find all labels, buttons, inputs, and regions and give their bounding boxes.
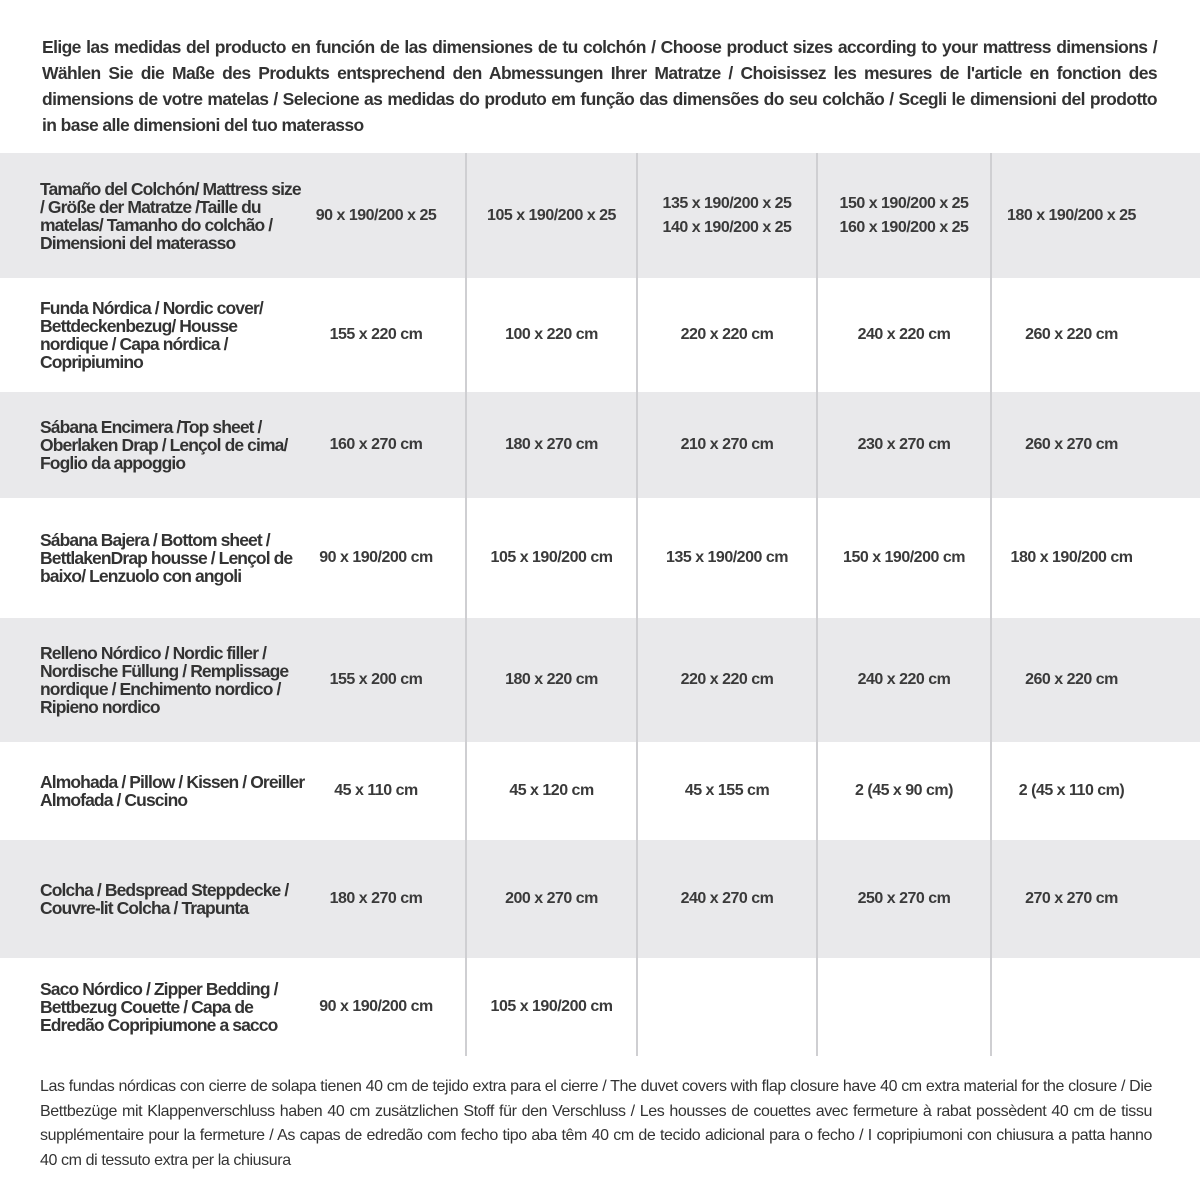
- table-cell: 230 x 270 cm: [857, 436, 951, 453]
- table-cell: 220 x 220 cm: [680, 326, 774, 343]
- table-cell: 220 x 220 cm: [680, 671, 774, 688]
- table-cell: 240 x 220 cm: [857, 671, 951, 688]
- intro-text: Elige las medidas del producto en funció…: [42, 37, 1158, 135]
- table-cell: 180 x 190/200 x 25: [1007, 206, 1136, 224]
- table-cell: [991, 958, 1152, 1056]
- table-cell: 260 x 220 cm: [1025, 326, 1118, 343]
- table-cell: 2 (45 x 90 cm): [855, 782, 953, 799]
- table-cell: 270 x 270 cm: [1025, 890, 1118, 907]
- table-cell: 260 x 270 cm: [1025, 436, 1118, 453]
- table-cell: 180 x 270 cm: [329, 890, 423, 907]
- table-row: Colcha / Bedspread Steppdecke / Couvre-l…: [0, 840, 1200, 958]
- table-cell: 240 x 270 cm: [680, 890, 774, 907]
- table-cell: 180 x 190/200 cm: [1010, 549, 1133, 566]
- table-row: Sábana Bajera / Bottom sheet / Bettlaken…: [0, 498, 1200, 618]
- footer-note: Las fundas nórdicas con cierre de solapa…: [40, 1078, 1152, 1169]
- table-cell: 160 x 270 cm: [329, 436, 423, 453]
- column-divider: [465, 153, 467, 1056]
- row-label: Relleno Nórdico / Nordic filler / Nordis…: [40, 643, 289, 717]
- table-row: Saco Nórdico / Zipper Bedding / Bettbezu…: [0, 958, 1200, 1056]
- row-label: Sábana Bajera / Bottom sheet / Bettlaken…: [40, 530, 293, 586]
- table-row: Relleno Nórdico / Nordic filler / Nordis…: [0, 618, 1200, 742]
- table-cell: 200 x 270 cm: [505, 890, 598, 907]
- table-cell: [637, 958, 817, 1056]
- row-label: Saco Nórdico / Zipper Bedding / Bettbezu…: [40, 979, 278, 1035]
- table-cell: 90 x 190/200 cm: [319, 549, 433, 566]
- table-cell: 180 x 220 cm: [505, 671, 598, 688]
- table-cell: 105 x 190/200 cm: [490, 549, 613, 566]
- row-label: Almohada / Pillow / Kissen / Oreiller Al…: [40, 772, 305, 810]
- row-label: Sábana Encimera /Top sheet / Oberlaken D…: [40, 417, 288, 473]
- size-table: Tamaño del Colchón/ Mattress size / Größ…: [0, 153, 1200, 1056]
- table-cell: 135 x 190/200 cm: [666, 549, 788, 566]
- table-cell: 2 (45 x 110 cm): [1018, 782, 1125, 799]
- table-row: Tamaño del Colchón/ Mattress size / Größ…: [0, 153, 1200, 278]
- column-divider: [636, 153, 638, 1056]
- table-cell: 90 x 190/200 cm: [319, 998, 433, 1015]
- table-row: Sábana Encimera /Top sheet / Oberlaken D…: [0, 392, 1200, 498]
- row-label: Colcha / Bedspread Steppdecke / Couvre-l…: [40, 880, 289, 918]
- table-cell: 260 x 220 cm: [1025, 671, 1118, 688]
- column-divider: [816, 153, 818, 1056]
- table-cell: 150 x 190/200 x 25 160 x 190/200 x 25: [839, 194, 969, 236]
- table-cell: 250 x 270 cm: [857, 890, 951, 907]
- table-row: Almohada / Pillow / Kissen / Oreiller Al…: [0, 742, 1200, 840]
- table-cell: 100 x 220 cm: [505, 326, 598, 343]
- table-cell: 105 x 190/200 cm: [490, 998, 613, 1015]
- table-cell: 45 x 155 cm: [684, 782, 770, 799]
- table-cell: 155 x 200 cm: [329, 671, 423, 688]
- table-cell: 210 x 270 cm: [680, 436, 774, 453]
- table-cell: 105 x 190/200 x 25: [487, 206, 616, 224]
- table-cell: 155 x 220 cm: [329, 326, 423, 343]
- row-label: Tamaño del Colchón/ Mattress size / Größ…: [40, 178, 302, 253]
- table-row: Funda Nórdica / Nordic cover/ Bettdecken…: [0, 278, 1200, 392]
- table-cell: 90 x 190/200 x 25: [315, 206, 437, 224]
- table-cell: 150 x 190/200 cm: [843, 549, 965, 566]
- row-label: Funda Nórdica / Nordic cover/ Bettdecken…: [40, 298, 264, 372]
- table-cell: 135 x 190/200 x 25 140 x 190/200 x 25: [662, 194, 792, 236]
- table-cell: 45 x 120 cm: [509, 782, 594, 799]
- table-cell: 45 x 110 cm: [334, 782, 418, 799]
- table-cell: 180 x 270 cm: [505, 436, 598, 453]
- column-divider: [990, 153, 992, 1056]
- table-cell: [817, 958, 991, 1056]
- table-cell: 240 x 220 cm: [857, 326, 951, 343]
